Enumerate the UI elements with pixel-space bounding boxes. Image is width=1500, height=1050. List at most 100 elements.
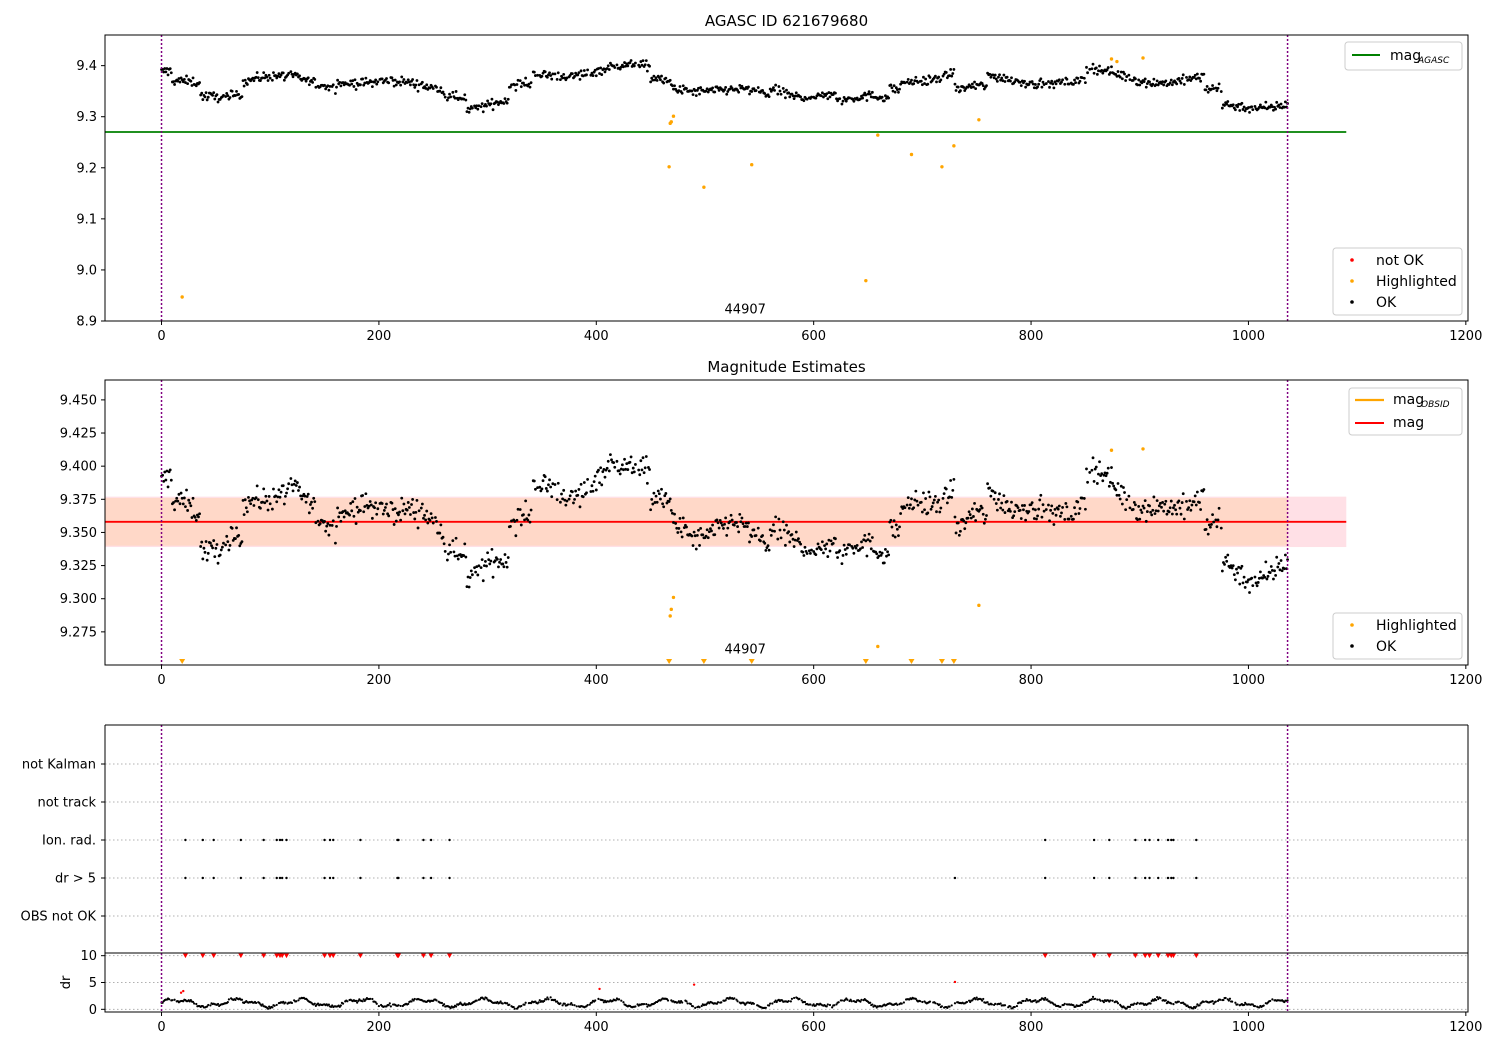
ok-point (349, 79, 353, 83)
ok-point (323, 520, 326, 523)
ok-point (956, 521, 960, 525)
ok-point (1060, 80, 1063, 84)
ok-point (854, 546, 858, 550)
ok-point (586, 68, 589, 72)
ok-point (420, 502, 424, 506)
ok-point (1231, 564, 1235, 568)
ok-point (334, 541, 337, 545)
ok-point (486, 551, 489, 555)
ok-point (228, 96, 232, 99)
legend-marker (1350, 644, 1354, 648)
ok-point (991, 489, 995, 493)
ok-point (399, 518, 403, 522)
ok-point (963, 89, 967, 92)
y-tick-label: 9.300 (60, 592, 97, 607)
ok-point (1103, 471, 1107, 475)
ok-point (212, 91, 216, 95)
ok-point (1280, 569, 1284, 573)
dr-point (1125, 1007, 1128, 1010)
ok-point (912, 82, 916, 86)
ok-point (938, 510, 942, 514)
ok-point (957, 533, 961, 537)
dr-point (928, 1000, 932, 1003)
ok-point (781, 520, 785, 524)
ok-point (292, 482, 296, 486)
ok-point (988, 486, 992, 490)
dr-clipped-marker (200, 953, 206, 959)
ion-rad-flag-point (328, 838, 332, 842)
ok-point (1119, 484, 1123, 488)
ok-point (1170, 83, 1174, 87)
ok-point (695, 533, 699, 537)
ok-point (579, 482, 583, 486)
ok-point (1202, 488, 1206, 491)
ok-point (809, 551, 812, 555)
ok-point (493, 559, 497, 563)
ok-point (962, 85, 966, 89)
dr-point (986, 1001, 989, 1004)
ok-point (1225, 102, 1229, 106)
ok-point (547, 483, 550, 487)
ok-point (706, 90, 710, 94)
ok-point (368, 500, 372, 503)
ok-point (398, 80, 401, 84)
ion-rad-flag-point (285, 838, 288, 842)
ok-point (1181, 73, 1185, 77)
ok-point (373, 80, 376, 84)
out-of-range-marker (950, 659, 957, 664)
ok-point (1219, 526, 1223, 530)
x-tick-label: 800 (1019, 329, 1044, 344)
ok-point (988, 72, 992, 76)
ok-point (678, 516, 682, 520)
dr-point (571, 1003, 574, 1006)
ok-point (851, 546, 855, 550)
ok-point (618, 472, 622, 476)
dr-point (327, 1003, 331, 1006)
ok-point (263, 76, 267, 80)
ok-point (424, 86, 428, 90)
ok-point (654, 494, 658, 498)
ok-point (181, 80, 185, 84)
ok-point (1194, 503, 1198, 507)
dr-point (413, 997, 416, 1001)
ok-point (515, 518, 519, 522)
ok-point (784, 543, 787, 547)
ok-point (923, 82, 926, 85)
dr-point (685, 1000, 688, 1003)
ok-point (270, 507, 274, 511)
ok-point (198, 512, 201, 516)
dr-point (1231, 1000, 1234, 1003)
ok-point (1268, 105, 1272, 109)
ok-point (1084, 507, 1087, 511)
ok-point (255, 71, 259, 74)
ok-point (464, 98, 468, 102)
ok-point (426, 521, 430, 525)
dr-gt-5-flag-point (1043, 876, 1047, 880)
ok-point (305, 495, 309, 498)
ok-point (1195, 490, 1199, 494)
ok-point (470, 573, 474, 577)
ok-point (1123, 491, 1126, 494)
ok-point (237, 533, 241, 537)
dr-point (449, 1007, 452, 1010)
dr-gt-5-flag-point (397, 876, 400, 880)
ok-point (978, 508, 982, 511)
ok-point (399, 83, 403, 87)
ok-point (1050, 79, 1054, 83)
dr-point (375, 1002, 378, 1005)
ok-point (1000, 501, 1004, 505)
ok-point (1009, 509, 1012, 513)
dr-clipped-marker (395, 953, 401, 959)
ok-point (1217, 506, 1221, 510)
ok-point (268, 76, 272, 80)
ok-point (932, 498, 936, 502)
ok-point (204, 91, 208, 95)
dr-point (1224, 996, 1227, 1000)
ok-point (1155, 79, 1159, 83)
ok-point (1177, 76, 1181, 80)
ok-point (1253, 575, 1257, 579)
ok-point (723, 522, 726, 526)
ok-point (1235, 567, 1238, 571)
ok-point (216, 561, 220, 565)
dr-gt-5-flag-point (1092, 876, 1096, 880)
